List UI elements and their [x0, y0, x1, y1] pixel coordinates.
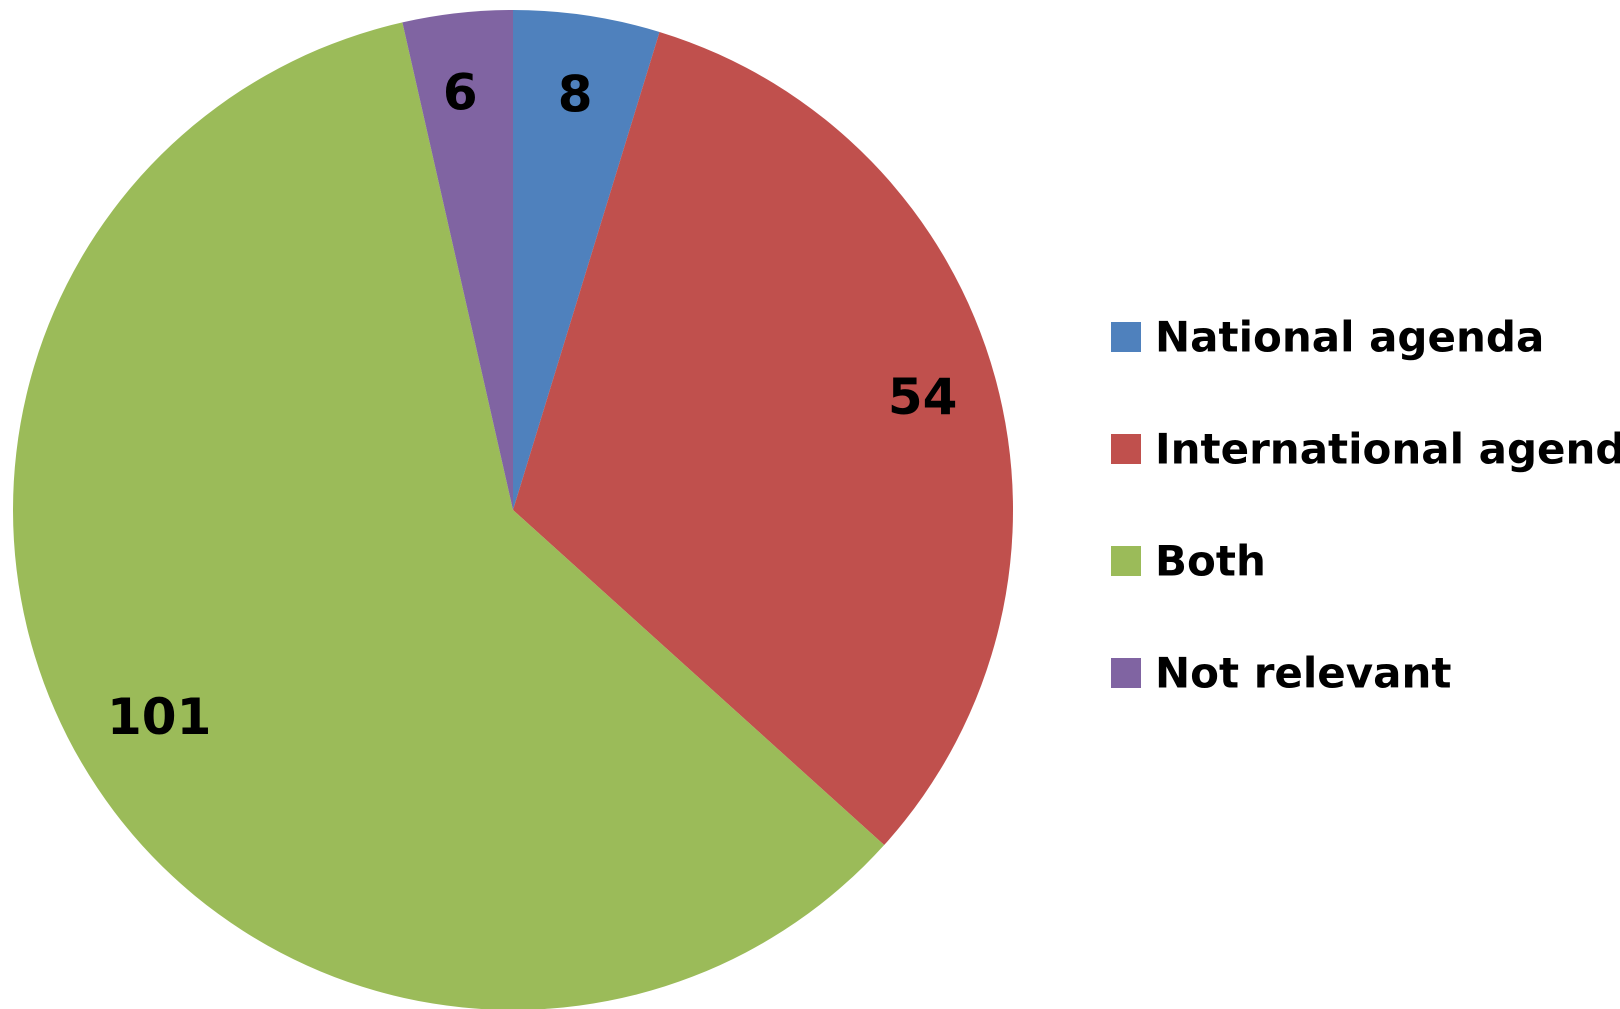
pie-data-labels: 8 54 101 6: [107, 64, 957, 747]
pie-slice-national-agenda: [513, 10, 660, 510]
legend-swatch-not-relevant: [1111, 658, 1141, 688]
data-label-both: 101: [107, 688, 211, 746]
data-label-national-agenda: 8: [558, 66, 593, 124]
legend: National agenda International agenda Both N…: [1111, 313, 1620, 698]
data-label-international-agenda: 54: [888, 368, 958, 426]
legend-item-both: Both: [1111, 537, 1266, 586]
legend-label-both: Both: [1155, 537, 1266, 586]
pie-slice-not-relevant: [402, 10, 513, 510]
legend-item-not-relevant: Not relevant: [1111, 649, 1451, 698]
pie-slice-both: [13, 22, 885, 1009]
legend-item-national-agenda: National agenda: [1111, 313, 1544, 362]
legend-swatch-both: [1111, 546, 1141, 576]
pie-slices: [13, 10, 1014, 1009]
pie-slice-international-agenda: [513, 31, 1014, 846]
data-label-not-relevant: 6: [443, 64, 478, 122]
legend-swatch-national-agenda: [1111, 322, 1141, 352]
legend-label-international-agenda: International agenda: [1155, 425, 1620, 474]
legend-label-not-relevant: Not relevant: [1155, 649, 1451, 698]
legend-label-national-agenda: National agenda: [1155, 313, 1544, 362]
legend-item-international-agenda: International agenda: [1111, 425, 1620, 474]
legend-swatch-international-agenda: [1111, 434, 1141, 464]
